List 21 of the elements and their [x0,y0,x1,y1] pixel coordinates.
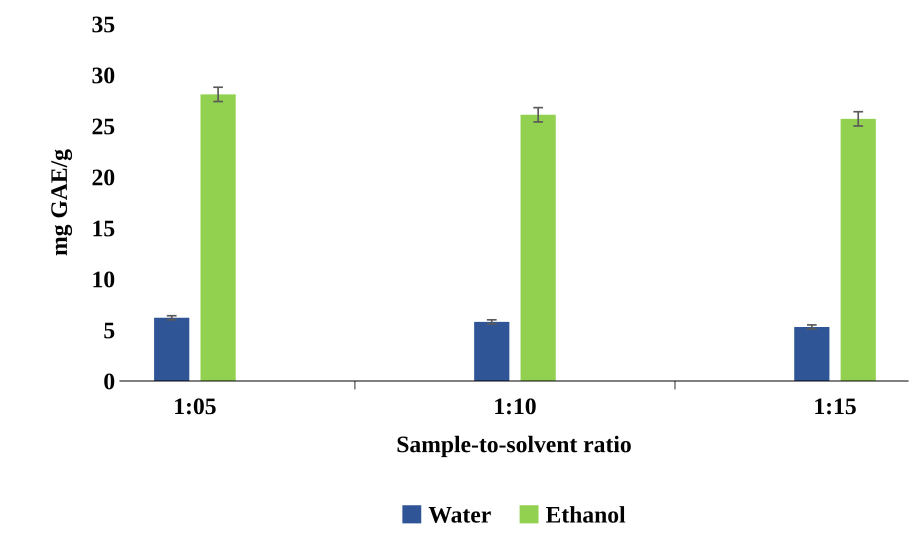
bar [794,326,830,381]
bar [520,114,556,381]
y-tick-label: 10 [93,271,114,288]
y-axis-title: mg GAE/g [51,149,72,256]
legend-label: Water [428,507,491,523]
bar [200,94,236,381]
x-axis-title: Sample-to-solvent ratio [398,436,631,458]
y-tick-label: 0 [104,373,114,390]
y-tick-label: 5 [104,322,114,338]
x-tick-label: 1:15 [815,398,856,414]
bar [154,318,190,381]
y-tick-label: 35 [92,16,114,32]
x-tick-label: 1:05 [175,398,216,414]
legend-label: Ethanol [546,506,626,523]
y-tick-label: 15 [93,220,114,236]
y-tick-label: 25 [92,118,114,134]
x-tick-label: 1:10 [495,398,536,414]
bar [840,118,876,381]
y-tick-label: 30 [92,67,114,84]
y-tick-label: 20 [92,169,114,186]
bar [474,322,510,381]
